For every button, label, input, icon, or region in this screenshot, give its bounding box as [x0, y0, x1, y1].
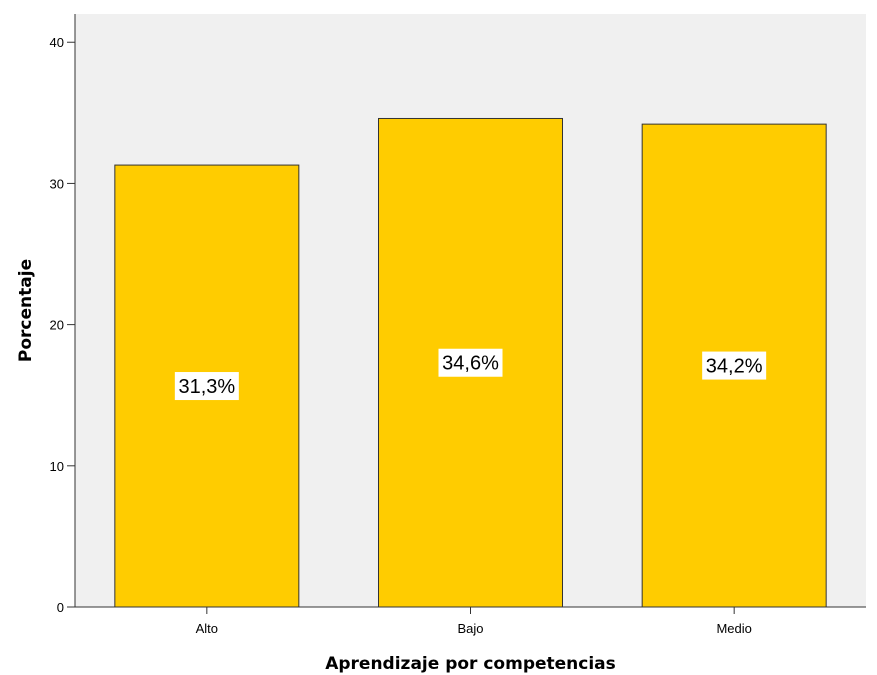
data-label: 34,6% [442, 353, 499, 375]
data-label: 31,3% [178, 376, 235, 398]
x-axis: Alto Bajo Medio [75, 606, 866, 636]
y-tick-label: 30 [50, 176, 64, 191]
y-tick-label: 10 [50, 459, 64, 474]
x-tick-label: Medio [716, 621, 751, 636]
y-axis: 0 10 20 30 40 [50, 14, 76, 615]
data-label: 34,2% [706, 356, 763, 378]
y-axis-title: Porcentaje [16, 259, 36, 362]
y-tick-label: 0 [57, 600, 64, 615]
data-label-box [702, 351, 767, 380]
data-labels-group: 31,3% 34,6% 34,2% [174, 348, 767, 401]
x-tick-label: Bajo [457, 621, 483, 636]
x-tick-label: Alto [196, 621, 218, 636]
y-tick-label: 40 [50, 35, 64, 50]
x-axis-title: Aprendizaje por competencias [325, 654, 616, 674]
y-tick-label: 20 [50, 318, 64, 333]
data-label-box [438, 348, 503, 377]
data-label-box [174, 372, 239, 401]
